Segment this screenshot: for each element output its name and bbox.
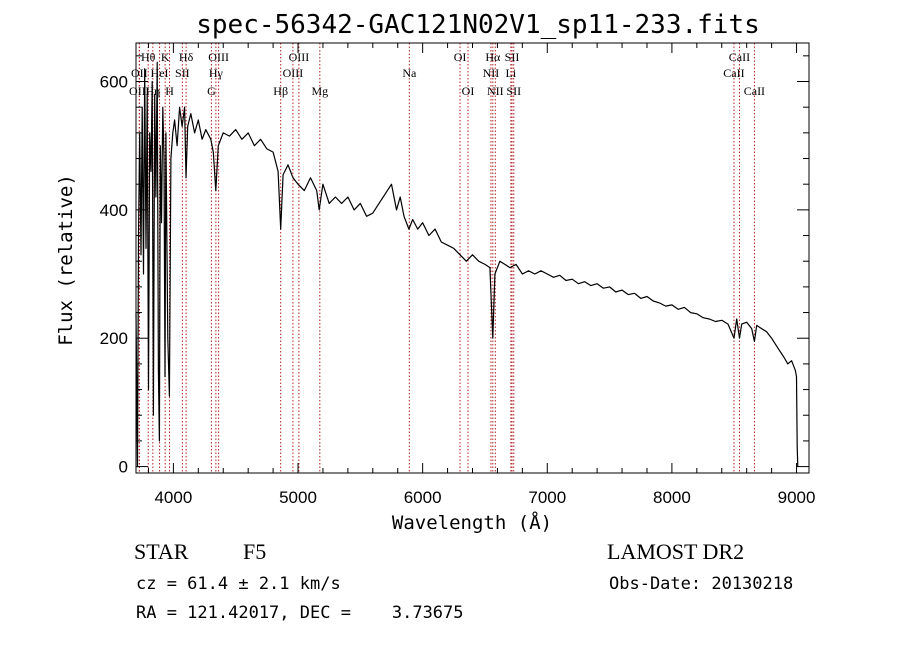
subclass-label: F5 <box>243 539 267 564</box>
y-tick-label: 0 <box>119 458 128 477</box>
line-label-20: NII <box>483 66 500 80</box>
line-label-5: K <box>161 50 170 64</box>
x-tick-label: 7000 <box>528 488 566 507</box>
line-label-9: OIII <box>208 50 229 64</box>
line-label-1: OII <box>131 66 148 80</box>
y-tick-label: 400 <box>100 201 128 220</box>
line-label-16: Na <box>402 66 417 80</box>
x-tick-label: 5000 <box>279 488 317 507</box>
line-label-24: SII <box>506 84 521 98</box>
line-label-27: CaII <box>744 84 765 98</box>
y-axis-label: Flux (relative) <box>55 174 77 346</box>
line-label-10: Hγ <box>209 66 224 80</box>
y-tick-label: 600 <box>100 73 128 92</box>
class-label: STAR <box>134 539 189 564</box>
x-tick-label: 4000 <box>154 488 192 507</box>
line-label-11: G <box>207 84 216 98</box>
obs-date: Obs-Date: 20130218 <box>609 574 794 594</box>
ra-dec: RA = 121.42017, DEC = 3.73675 <box>136 603 464 623</box>
line-label-18: OI <box>462 84 475 98</box>
line-label-4: HeI <box>151 66 169 80</box>
line-label-26: CaII <box>723 66 744 80</box>
y-axis-ticks: 0 200 400 600 <box>100 55 809 477</box>
x-tick-label: 9000 <box>778 488 816 507</box>
spectrum-line <box>135 61 799 468</box>
plot-frame <box>135 42 810 474</box>
line-label-8: Hδ <box>179 50 194 64</box>
line-label-15: Mg <box>311 84 328 98</box>
x-axis-label: Wavelength (Å) <box>392 511 552 534</box>
chart-title: spec-56342-GAC121N02V1_sp11-233.fits <box>196 10 760 40</box>
survey-label: LAMOST DR2 <box>607 539 745 564</box>
line-label-25: CaII <box>729 50 750 64</box>
y-tick-label: 200 <box>100 329 128 348</box>
line-label-0: Hθ <box>141 50 156 64</box>
line-label-13: OIII <box>289 50 310 64</box>
line-label-21: NII <box>487 84 504 98</box>
line-label-23: Li <box>506 66 517 80</box>
emission-line-markers <box>138 43 755 473</box>
line-label-12: Hβ <box>273 84 288 98</box>
line-label-6: H <box>165 84 174 98</box>
redshift-velocity: cz = 61.4 ± 2.1 km/s <box>136 574 341 594</box>
x-axis-ticks: 4000 5000 6000 7000 8000 9000 <box>147 43 816 507</box>
line-label-22: SII <box>505 50 520 64</box>
line-label-17: OI <box>454 50 467 64</box>
x-tick-label: 8000 <box>653 488 691 507</box>
line-label-19: Hα <box>485 50 501 64</box>
line-label-7: SII <box>175 66 190 80</box>
x-tick-label: 6000 <box>404 488 442 507</box>
line-label-14: OIII <box>283 66 304 80</box>
